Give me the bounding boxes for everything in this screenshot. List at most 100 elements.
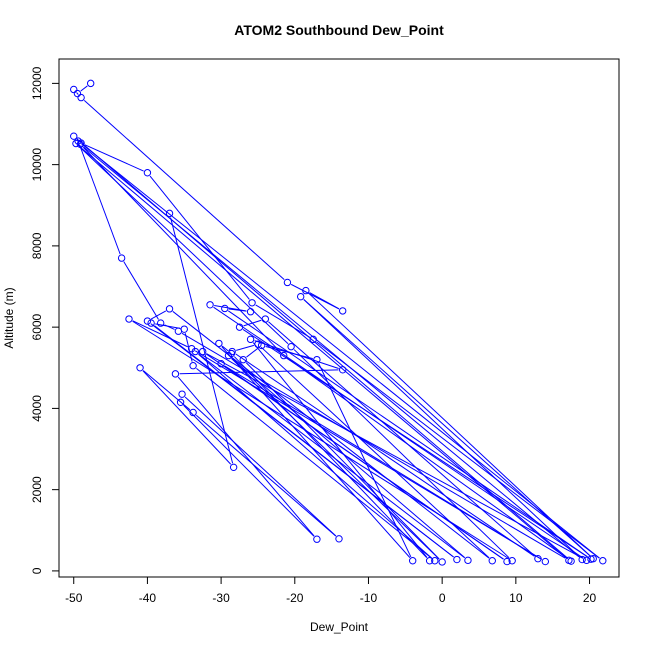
series-segment bbox=[233, 356, 428, 559]
data-point bbox=[534, 555, 542, 563]
series-segment bbox=[76, 138, 569, 559]
data-point bbox=[438, 558, 446, 566]
series-segment bbox=[198, 353, 465, 559]
data-point bbox=[165, 305, 174, 313]
data-point bbox=[215, 339, 223, 348]
series-segment bbox=[183, 404, 315, 537]
series-segment bbox=[303, 299, 591, 557]
data-point bbox=[77, 93, 85, 102]
data-point bbox=[425, 557, 434, 565]
data-point bbox=[180, 325, 188, 333]
data-point bbox=[227, 349, 236, 358]
data-point bbox=[408, 557, 417, 565]
data-point bbox=[488, 557, 496, 565]
series-segment bbox=[198, 353, 432, 559]
data-point bbox=[257, 341, 266, 350]
data-point bbox=[229, 463, 238, 472]
y-tick-label: 8000 bbox=[30, 232, 44, 259]
x-tick-label: -50 bbox=[65, 591, 83, 605]
series-segment bbox=[318, 363, 412, 558]
series-segment bbox=[242, 329, 588, 558]
series-segment bbox=[205, 353, 504, 560]
data-point bbox=[287, 342, 295, 351]
data-point bbox=[221, 304, 229, 313]
series-segment bbox=[155, 323, 181, 329]
x-tick-label: 20 bbox=[583, 591, 597, 605]
series-segment bbox=[260, 346, 490, 559]
series-segment bbox=[246, 347, 259, 358]
plot-frame bbox=[58, 58, 620, 578]
data-point bbox=[541, 557, 550, 566]
series-segment bbox=[221, 345, 229, 352]
data-point bbox=[453, 555, 461, 564]
data-point bbox=[464, 556, 472, 565]
data-point bbox=[280, 351, 288, 360]
series-segment bbox=[79, 144, 121, 255]
x-axis-label: Dew_Point bbox=[310, 620, 369, 634]
series-segment bbox=[254, 340, 339, 369]
data-point bbox=[296, 292, 305, 301]
data-point bbox=[302, 286, 310, 295]
data-point bbox=[283, 278, 292, 287]
data-point bbox=[171, 370, 180, 378]
series-segment bbox=[286, 357, 568, 560]
series-segment bbox=[177, 376, 315, 537]
data-point bbox=[239, 355, 247, 364]
data-point bbox=[189, 408, 197, 417]
series-segment bbox=[150, 310, 167, 320]
data-point bbox=[335, 535, 343, 543]
x-tick-label: -20 bbox=[286, 591, 304, 605]
data-point bbox=[338, 307, 347, 315]
data-point bbox=[217, 360, 225, 368]
series-segment bbox=[236, 344, 255, 351]
series-segment bbox=[76, 138, 79, 141]
data-point bbox=[235, 323, 244, 331]
series-segment bbox=[231, 357, 466, 558]
series-segment bbox=[196, 367, 432, 559]
data-point bbox=[206, 301, 214, 309]
y-tick-label: 2000 bbox=[30, 476, 44, 503]
x-axis: -50 -40 -30 -20 -10 0 10 20 bbox=[65, 576, 597, 605]
x-tick-label: -30 bbox=[212, 591, 230, 605]
series-segment bbox=[84, 144, 144, 172]
series-segment bbox=[142, 370, 191, 411]
series-segment bbox=[76, 92, 79, 95]
data-point bbox=[599, 557, 607, 565]
chart-title: ATOM2 Southbound Dew_Point bbox=[234, 22, 444, 38]
data-point bbox=[147, 319, 155, 327]
data-point bbox=[582, 556, 591, 565]
series-segment bbox=[231, 358, 440, 560]
data-point bbox=[136, 364, 144, 372]
series-segment bbox=[309, 292, 340, 310]
data-point bbox=[508, 557, 516, 565]
data-point bbox=[254, 340, 262, 348]
series-segment bbox=[78, 145, 567, 559]
y-tick-label: 10000 bbox=[30, 148, 44, 182]
series-segment bbox=[184, 396, 337, 537]
data-point bbox=[143, 317, 152, 325]
series-segment bbox=[195, 414, 337, 537]
data-point bbox=[565, 556, 573, 565]
series-segment bbox=[132, 320, 189, 348]
data-point bbox=[165, 209, 174, 218]
data-point bbox=[70, 132, 78, 140]
series-segment bbox=[235, 353, 535, 557]
series-layer bbox=[70, 79, 607, 566]
data-point bbox=[261, 315, 270, 323]
y-tick-label: 6000 bbox=[30, 313, 44, 340]
series-segment bbox=[252, 342, 428, 558]
data-point bbox=[70, 85, 78, 94]
series-segment bbox=[227, 310, 588, 558]
series-segment bbox=[255, 304, 310, 338]
data-point bbox=[313, 355, 321, 364]
y-axis-label: Altitude (m) bbox=[2, 287, 16, 348]
series-segment bbox=[213, 306, 584, 559]
series-segment bbox=[293, 349, 510, 559]
data-point bbox=[338, 366, 347, 374]
data-point bbox=[246, 308, 255, 316]
series-segment bbox=[78, 146, 289, 345]
series-segment bbox=[80, 85, 88, 92]
series-segment bbox=[303, 299, 580, 558]
series-segment bbox=[179, 369, 339, 375]
data-point bbox=[143, 169, 152, 177]
